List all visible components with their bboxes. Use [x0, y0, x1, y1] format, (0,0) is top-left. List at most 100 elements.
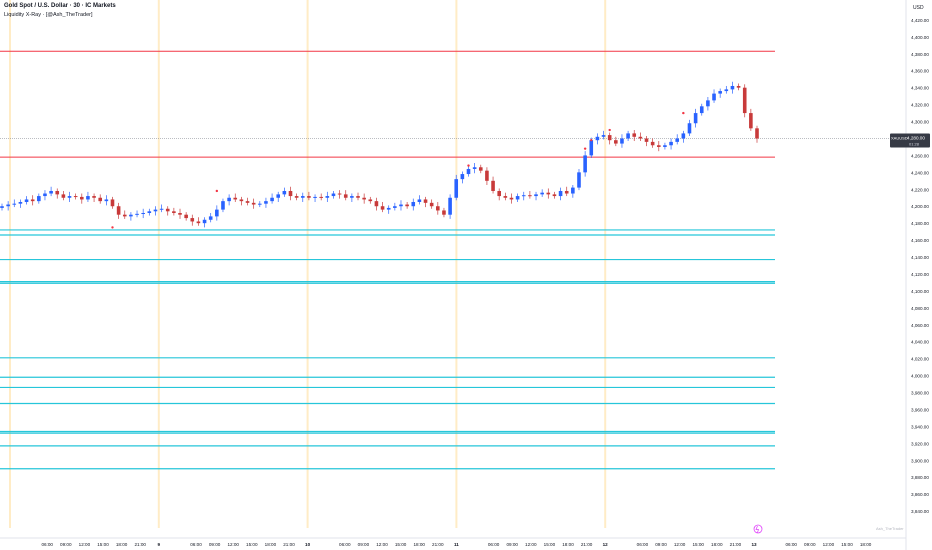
candle-body: [86, 196, 90, 200]
time-tick-label: 15:00: [544, 542, 556, 547]
price-tick-label: 4,320.00: [911, 103, 929, 108]
candle-body: [491, 180, 495, 191]
price-label-symbol: XAUUSD: [891, 135, 908, 140]
price-tick-label: 4,080.00: [911, 306, 929, 311]
candle-body: [159, 208, 164, 210]
candle-body: [337, 193, 342, 195]
time-tick-label: 12:00: [823, 542, 835, 547]
price-tick-label: 4,120.00: [911, 272, 929, 277]
candle-body: [208, 216, 213, 220]
candle-body: [724, 89, 729, 92]
candle-body: [399, 204, 403, 207]
candle-body: [264, 201, 268, 204]
time-tick-label: 21:00: [730, 542, 742, 547]
candle-body: [30, 199, 35, 202]
price-axis: 4,420.00 4,400.00 4,380.00 4,360.00 4,340.00…: [905, 0, 929, 550]
candle-body: [521, 195, 526, 197]
candle-body: [687, 123, 692, 134]
candle-body: [98, 197, 103, 202]
price-label-countdown: 01:28: [909, 141, 920, 146]
price-tick-label: 4,340.00: [911, 86, 929, 91]
author-watermark: Ash_TheTrader: [876, 526, 904, 531]
price-tick-label: 4,040.00: [911, 340, 929, 345]
candle-body: [0, 206, 4, 208]
candle-body: [515, 196, 520, 200]
candle-body: [485, 170, 489, 181]
candle-body: [577, 172, 581, 188]
time-tick-label: 06:00: [190, 542, 202, 547]
candle-body: [227, 197, 231, 202]
time-tick-label: 15:00: [395, 542, 407, 547]
candle-body: [411, 201, 416, 207]
candle-body: [153, 209, 158, 212]
candle-body: [638, 136, 643, 139]
candle-body: [472, 167, 477, 169]
current-price-label[interactable]: XAUUSD 4,280.00 01:28: [890, 133, 930, 148]
time-tick-label: 09:00: [209, 542, 221, 547]
price-label-value: 4,280.00: [907, 135, 925, 140]
price-tick-label: 4,100.00: [911, 289, 929, 294]
time-tick-label: 15:00: [692, 542, 704, 547]
candle-body: [319, 196, 323, 198]
price-tick-label: 3,980.00: [911, 391, 929, 396]
candle-body: [184, 214, 188, 219]
time-tick-label: 11: [454, 542, 459, 547]
candle-body: [546, 192, 551, 195]
candle-body: [614, 140, 618, 144]
candle-body: [313, 196, 317, 198]
time-tick-label: 15:00: [246, 542, 258, 547]
candle-body: [497, 190, 501, 197]
time-tick-label: 09:00: [655, 542, 667, 547]
candle-body: [699, 106, 704, 114]
candle-body: [172, 211, 176, 213]
session-line: [9, 0, 11, 528]
price-tick-label: 3,860.00: [911, 492, 929, 497]
candle-body: [73, 196, 78, 198]
price-tick-label: 3,840.00: [911, 509, 929, 514]
candle-body: [386, 207, 391, 210]
time-tick-label: 09:00: [506, 542, 518, 547]
candle-body: [503, 196, 508, 198]
candle-body: [202, 219, 207, 224]
candles: [0, 81, 759, 228]
session-line: [604, 0, 607, 528]
candle-body: [534, 194, 538, 197]
candle-body: [190, 218, 195, 222]
time-tick-label: 15:00: [841, 542, 853, 547]
time-tick-label: 9: [158, 542, 161, 547]
time-tick-label: 18:00: [711, 542, 723, 547]
candle-body: [331, 193, 336, 197]
candle-body: [79, 196, 84, 200]
price-label-background: [890, 133, 930, 148]
replay-icon[interactable]: [753, 524, 763, 534]
time-tick-label: 12:00: [376, 542, 388, 547]
candle-body: [61, 194, 66, 198]
candle-body: [122, 214, 127, 217]
indicator-legend[interactable]: Liquidity X-Ray · [@Ash_TheTrader]: [4, 12, 93, 18]
candle-body: [589, 140, 594, 156]
candle-body: [282, 190, 287, 195]
time-tick-label: 06:00: [339, 542, 351, 547]
price-tick-label: 4,300.00: [911, 120, 929, 125]
price-tick-label: 4,020.00: [911, 357, 929, 362]
candle-body: [325, 196, 330, 198]
candle-body: [116, 206, 121, 215]
time-tick-label: 06:00: [785, 542, 797, 547]
candle-body: [18, 201, 23, 204]
time-tick-label: 09:00: [804, 542, 816, 547]
candle-body: [307, 196, 311, 198]
candle-body: [245, 201, 250, 203]
price-tick-label: 4,060.00: [911, 323, 929, 328]
candle-body: [509, 197, 514, 200]
liquidity-marker: [583, 147, 587, 150]
candle-body: [663, 145, 667, 147]
time-tick-label: 21:00: [581, 542, 593, 547]
time-tick-label: 12:00: [674, 542, 686, 547]
price-tick-label: 3,960.00: [911, 407, 929, 412]
candle-body: [129, 214, 133, 217]
chart-title: Gold Spot / U.S. Dollar · 30 · IC Market…: [4, 3, 116, 9]
candle-body: [405, 204, 409, 207]
time-tick-label: 18:00: [265, 542, 277, 547]
candle-body: [233, 197, 238, 200]
